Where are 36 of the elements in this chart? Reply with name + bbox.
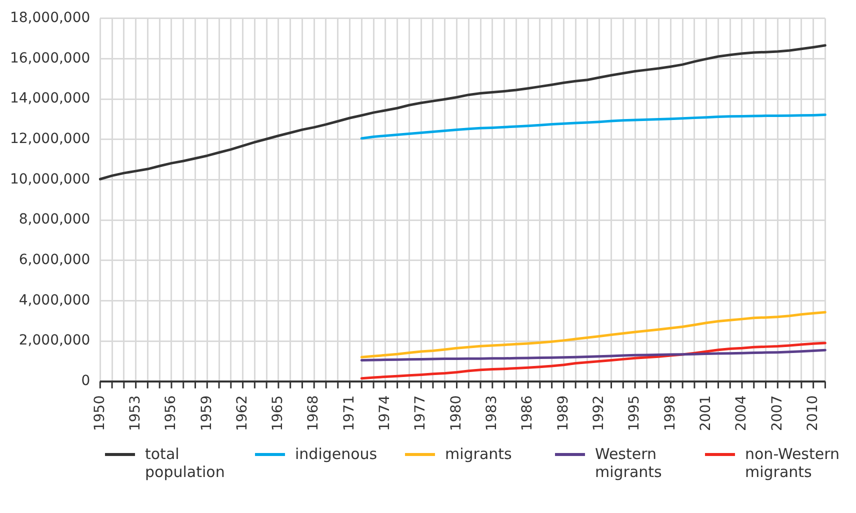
x-tick-label: 1965 — [270, 395, 286, 432]
y-tick-label: 16,000,000 — [10, 50, 90, 66]
x-tick-label: 1959 — [198, 395, 215, 432]
x-tick-label: 2004 — [734, 395, 750, 432]
x-tick-label: 1995 — [626, 395, 643, 432]
x-tick-label: 1980 — [448, 395, 464, 432]
x-tick-label: 1989 — [555, 395, 572, 432]
y-tick-label: 0 — [81, 373, 90, 390]
y-tick-label: 14,000,000 — [10, 90, 90, 107]
x-tick-label: 1992 — [591, 395, 608, 432]
x-tick-label: 1962 — [234, 395, 250, 432]
y-tick-label: 10,000,000 — [10, 171, 90, 188]
x-tick-label: 1998 — [662, 395, 678, 432]
legend-label: non-Western migrants — [745, 445, 840, 481]
legend-label: total population — [145, 445, 226, 481]
x-tick-label: 1950 — [92, 395, 108, 432]
x-tick-label: 1956 — [163, 395, 180, 432]
legend-label: indigenous — [295, 445, 378, 463]
legend-label: migrants — [445, 445, 513, 463]
y-tick-label: 2,000,000 — [18, 332, 90, 349]
y-tick-label: 4,000,000 — [18, 292, 90, 308]
x-tick-label: 1953 — [127, 395, 144, 432]
x-tick-label: 1977 — [412, 395, 429, 432]
x-tick-label: 1983 — [484, 395, 500, 432]
y-tick-label: 6,000,000 — [18, 252, 90, 268]
x-tick-label: 1986 — [520, 395, 536, 432]
x-tick-label: 1968 — [306, 395, 322, 432]
x-tick-label: 2001 — [698, 395, 714, 432]
y-tick-label: 18,000,000 — [10, 10, 90, 26]
y-tick-label: 8,000,000 — [18, 212, 90, 228]
legend-label: Western migrants — [595, 445, 663, 481]
y-tick-label: 12,000,000 — [10, 131, 90, 148]
x-tick-label: 1971 — [341, 395, 358, 432]
x-tick-label: 2007 — [769, 395, 786, 432]
x-tick-label: 2010 — [804, 395, 821, 432]
x-tick-label: 1974 — [377, 395, 394, 432]
